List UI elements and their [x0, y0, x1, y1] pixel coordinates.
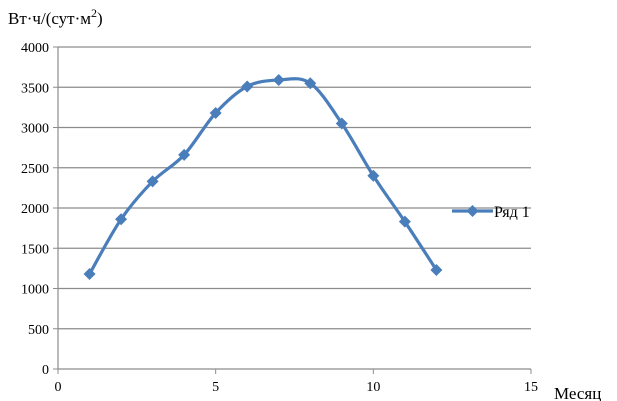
- data-point-month-3: [146, 175, 159, 188]
- y-tick-label-2000: 2000: [21, 202, 49, 217]
- data-point-month-7: [272, 74, 285, 87]
- y-tick-label-2500: 2500: [21, 162, 49, 177]
- axes: [53, 46, 532, 374]
- x-axis-title: Месяц: [554, 384, 601, 401]
- x-tick-labels: 0 5 10 15: [55, 380, 539, 395]
- y-tick-label-500: 500: [28, 323, 49, 338]
- legend-marker-swatch: [466, 205, 479, 217]
- y-tick-label-0: 0: [42, 363, 49, 378]
- series-1: [83, 74, 443, 281]
- y-axis-title-superscript: 2: [91, 6, 97, 20]
- data-point-month-5: [209, 107, 222, 120]
- x-tick-label-15: 15: [524, 380, 538, 395]
- data-point-month-4: [178, 148, 191, 161]
- x-tick-label-10: 10: [366, 380, 380, 395]
- series-line: [87, 77, 438, 276]
- data-point-month-6: [241, 80, 254, 93]
- y-tick-label-1000: 1000: [21, 283, 49, 298]
- series: [83, 74, 443, 281]
- y-tick-label-1500: 1500: [21, 242, 49, 257]
- data-point-month-12: [430, 263, 443, 276]
- data-point-month-2: [115, 213, 128, 226]
- legend-label: Ряд 1: [494, 204, 530, 221]
- y-tick-label-4000: 4000: [21, 41, 49, 56]
- data-point-month-9: [335, 117, 348, 130]
- y-axis-title-end: ): [97, 9, 103, 28]
- y-axis-title: Вт·ч/(сут·м2): [8, 6, 103, 28]
- y-axis-title-main: Вт·ч/(сут·м: [8, 9, 91, 28]
- gridlines: [58, 46, 531, 330]
- legend: Ряд 1: [452, 204, 530, 221]
- x-tick-label-5: 5: [212, 380, 219, 395]
- y-tick-label-3500: 3500: [21, 81, 49, 96]
- data-point-month-11: [398, 215, 411, 228]
- x-tick-label-0: 0: [55, 380, 62, 395]
- y-tick-label-3000: 3000: [21, 122, 49, 137]
- y-tick-labels: 0 500 1000 1500 2000 2500 3000 3500 4000: [21, 41, 49, 378]
- legend-item-1: Ряд 1: [452, 204, 530, 221]
- data-point-month-8: [304, 77, 317, 90]
- data-point-month-1: [83, 268, 96, 281]
- data-point-month-10: [367, 169, 380, 182]
